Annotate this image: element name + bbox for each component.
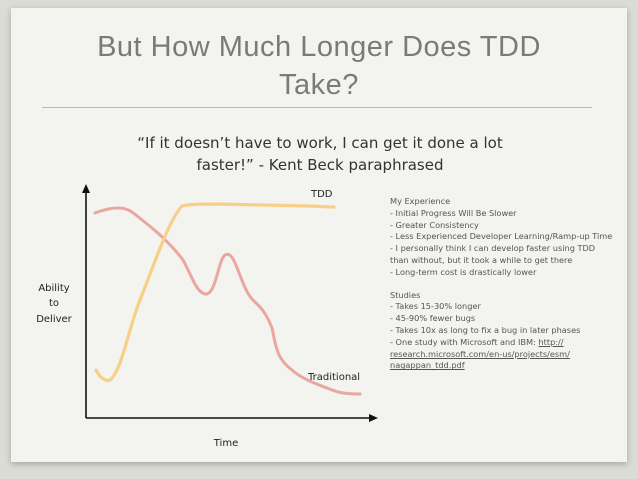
title-divider bbox=[42, 107, 592, 108]
experience-heading: My Experience bbox=[390, 196, 451, 206]
experience-item: - Less Experienced Developer Learning/Ra… bbox=[390, 231, 613, 242]
y-axis-arrow bbox=[82, 184, 90, 193]
study-link-part-3[interactable]: nagappan_tdd.pdf bbox=[390, 360, 465, 371]
title-line-1: But How Much Longer Does TDD bbox=[97, 31, 541, 63]
y-axis-label-line-2: to bbox=[49, 298, 59, 309]
studies-item: - Takes 15-30% longer bbox=[390, 301, 481, 312]
quote-line-2: faster!” - Kent Beck paraphrased bbox=[196, 156, 444, 174]
x-axis-arrow bbox=[369, 414, 378, 422]
quote-line-1: “If it doesn’t have to work, I can get i… bbox=[137, 134, 503, 152]
slide-title: But How Much Longer Does TDD Take? bbox=[0, 28, 638, 104]
kent-beck-quote: “If it doesn’t have to work, I can get i… bbox=[130, 132, 510, 176]
studies-item: - Takes 10x as long to fix a bug in late… bbox=[390, 324, 581, 335]
experience-item-continued: than without, but it took a while to get… bbox=[390, 254, 573, 265]
studies-item: - 45-90% fewer bugs bbox=[390, 313, 476, 324]
study-link-line: - One study with Microsoft and IBM: http… bbox=[390, 337, 625, 349]
study-link-part-1[interactable]: http:// bbox=[538, 336, 564, 347]
study-link-prefix: - One study with Microsoft and IBM: bbox=[390, 336, 539, 347]
study-link-part-2[interactable]: research.microsoft.com/en-us/projects/es… bbox=[390, 348, 570, 359]
y-axis-label-line-3: Deliver bbox=[36, 314, 72, 325]
tdd-curve bbox=[94, 202, 336, 383]
experience-item: - Greater Consistency bbox=[390, 219, 479, 230]
tdd-series-label: TDD bbox=[310, 189, 333, 200]
studies-heading: Studies bbox=[390, 289, 421, 300]
experience-item: - I personally think I can develop faste… bbox=[390, 243, 596, 254]
experience-item: - Initial Progress Will Be Slower bbox=[390, 207, 517, 218]
traditional-series-label: Traditional bbox=[307, 372, 360, 383]
notes-panel: My Experience - Initial Progress Will Be… bbox=[390, 196, 625, 372]
experience-item: - Long-term cost is drastically lower bbox=[390, 266, 537, 277]
notes-spacer bbox=[390, 279, 625, 290]
traditional-curve bbox=[93, 206, 362, 396]
x-axis-label: Time bbox=[213, 438, 238, 449]
title-line-2: Take? bbox=[279, 69, 359, 101]
y-axis-label-line-1: Ability bbox=[38, 283, 69, 294]
